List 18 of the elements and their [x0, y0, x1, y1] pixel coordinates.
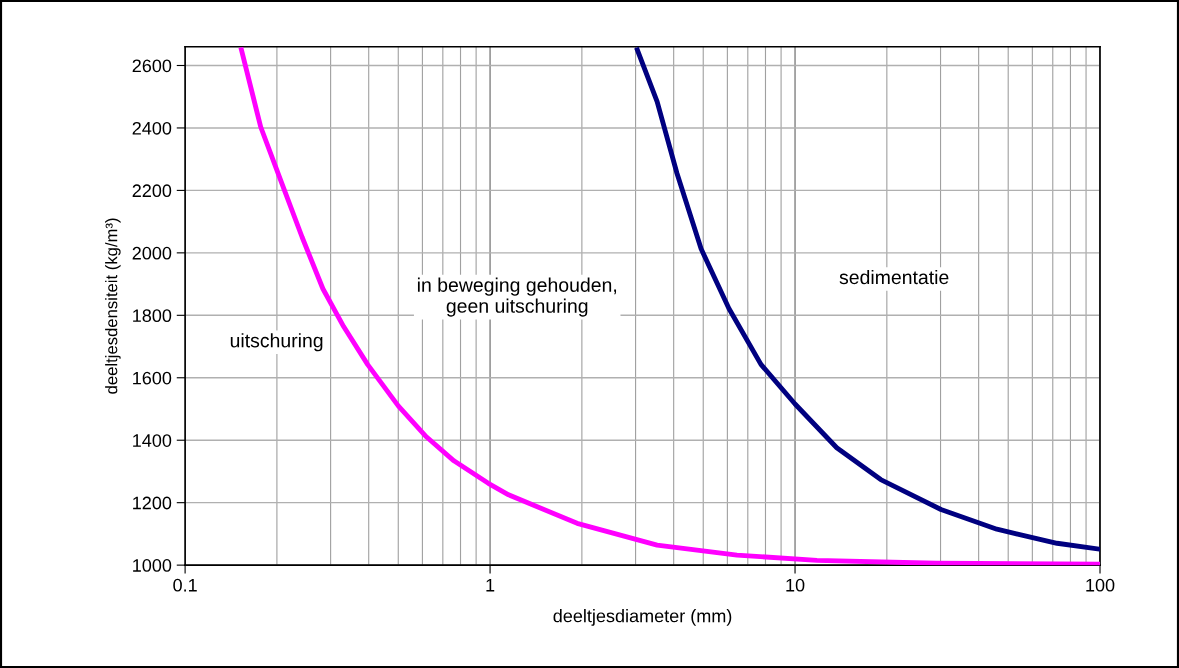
x-tick-label: 0.1 [173, 578, 197, 592]
x-tick-label: 10 [786, 578, 805, 592]
annotation: sedimentatie [839, 269, 949, 285]
y-tick-label: 1400 [133, 434, 172, 447]
y-axis-title: deeltjesdensiteit (kg/m³) [105, 218, 121, 394]
y-tick-label: 2000 [132, 246, 172, 260]
y-tick-label: 1800 [133, 309, 172, 323]
y-tick-label: 2200 [132, 184, 172, 198]
x-tick-label: 100 [1086, 578, 1115, 592]
x-axis-title: deeltjesdiameter (mm) [553, 609, 732, 626]
y-tick-label: 1200 [133, 496, 172, 510]
y-tick-label: 2600 [132, 59, 172, 73]
x-tick-label: 1 [486, 578, 495, 592]
annotation: in beweging gehouden, geen uitschuring [417, 277, 617, 317]
y-tick-label: 1000 [133, 559, 172, 572]
y-tick-label: 2400 [132, 121, 172, 135]
y-tick-label: 1600 [133, 371, 172, 385]
annotation: uitschuring [230, 333, 323, 352]
